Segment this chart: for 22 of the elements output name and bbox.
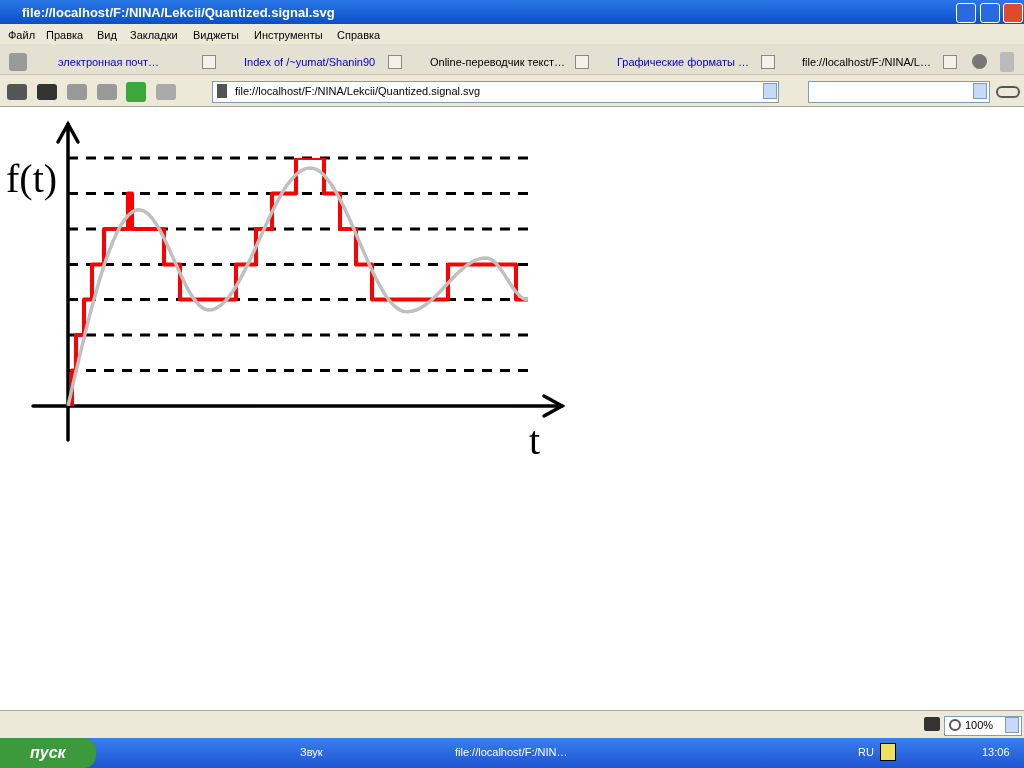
- y-axis-title: f(t): [6, 156, 58, 201]
- text: file://localhost/F:/NINA/L…: [802, 56, 931, 68]
- text: file://localhost/F:/NINA/Lekcii/Quantized.signal.svg: [22, 5, 335, 20]
- text: 13:06: [982, 746, 1010, 758]
- text: Закладки: [130, 29, 178, 41]
- text: Правка: [46, 29, 84, 41]
- text: Звук: [300, 746, 323, 758]
- text: Файл: [8, 29, 36, 41]
- text: Графические форматы …: [617, 56, 749, 68]
- text: Вид: [97, 29, 117, 41]
- text: Виджеты: [193, 29, 239, 41]
- text: RU: [858, 746, 874, 758]
- x-axis-title: t: [529, 418, 541, 463]
- text: электронная почт…: [58, 56, 159, 68]
- text: 100%: [965, 719, 994, 731]
- text: Инструменты: [254, 29, 323, 41]
- text: Index of /~yumat/Shanin90: [244, 56, 376, 68]
- text: Online-переводчик текст…: [430, 56, 566, 68]
- text: пуск: [30, 744, 66, 762]
- text: Справка: [337, 29, 381, 41]
- text: file://localhost/F:/NIN…: [455, 746, 568, 758]
- text: file://localhost/F:/NINA/Lekcii/Quantized.signal.svg: [235, 85, 481, 97]
